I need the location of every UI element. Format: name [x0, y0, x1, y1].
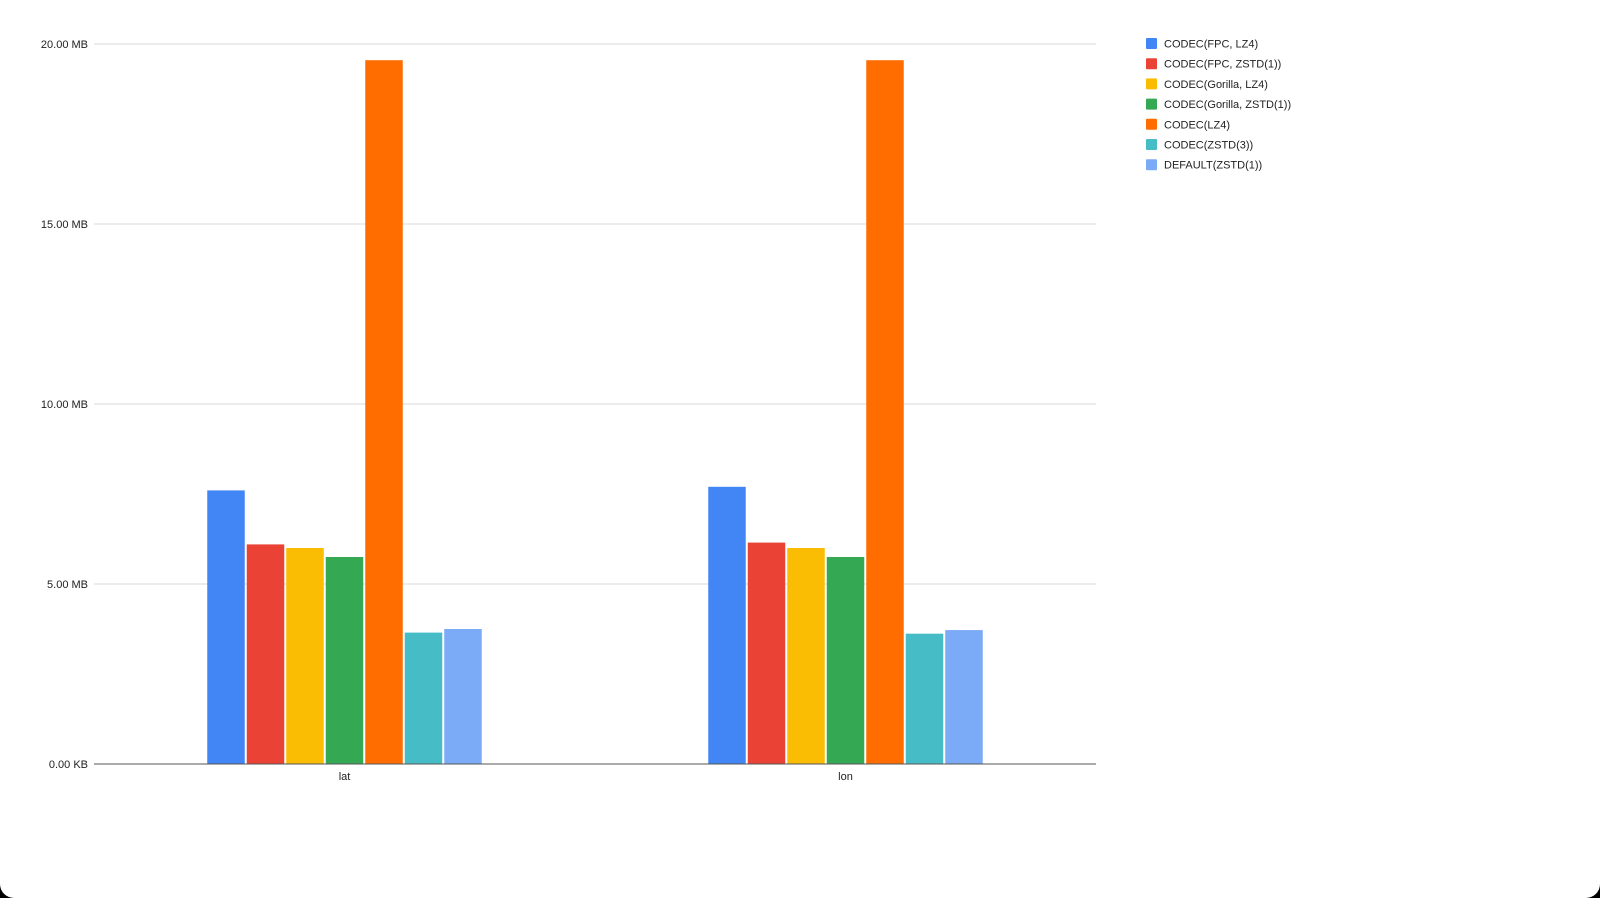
- legend-label: CODEC(FPC, ZSTD(1)): [1164, 59, 1281, 71]
- bar-lat-series-6: [444, 629, 482, 764]
- y-tick-label: 5.00 MB: [47, 579, 88, 591]
- bar-lon-series-5: [905, 633, 944, 764]
- bar-lat-series-3: [325, 557, 364, 764]
- bar-lon-series-3: [826, 557, 865, 764]
- y-tick-label: 10.00 MB: [41, 399, 88, 411]
- bar-lon-series-4: [866, 60, 904, 764]
- y-tick-label: 0.00 KB: [49, 759, 88, 771]
- gridlines: [94, 43, 1096, 585]
- x-tick-label: lat: [339, 771, 351, 783]
- bar-lon-series-2: [787, 548, 825, 764]
- bar-lat-series-0: [207, 490, 245, 764]
- legend-swatch: [1146, 139, 1157, 150]
- legend-swatch: [1146, 38, 1157, 49]
- bar-lat-series-2: [286, 548, 324, 764]
- axes: 0.00 KB 5.00 MB 10.00 MB 15.00 MB 20.00 MB la…: [41, 39, 1096, 783]
- legend-label: CODEC(LZ4): [1164, 119, 1230, 131]
- legend-swatch: [1146, 118, 1157, 130]
- bars: [207, 60, 983, 764]
- legend-swatch: [1146, 98, 1157, 110]
- bar-lon-series-1: [747, 542, 786, 764]
- y-tick-label: 20.00 MB: [41, 39, 88, 51]
- legend: CODEC(FPC, LZ4) CODEC(FPC, ZSTD(1)) CODEC(…: [1146, 38, 1291, 172]
- legend-label: CODEC(Gorilla, ZSTD(1)): [1164, 99, 1291, 111]
- legend-swatch: [1146, 78, 1157, 90]
- x-tick-label: lon: [838, 771, 853, 783]
- legend-label: DEFAULT(ZSTD(1)): [1164, 160, 1262, 172]
- legend-label: CODEC(ZSTD(3)): [1164, 140, 1253, 152]
- legend-swatch: [1146, 159, 1157, 171]
- bar-lat-series-5: [404, 632, 443, 764]
- legend-swatch: [1146, 58, 1157, 70]
- bar-lon-series-6: [945, 630, 983, 764]
- bar-lat-series-4: [365, 60, 403, 764]
- y-tick-label: 15.00 MB: [41, 219, 88, 231]
- legend-label: CODEC(Gorilla, LZ4): [1164, 79, 1268, 91]
- legend-label: CODEC(FPC, LZ4): [1164, 39, 1258, 51]
- bar-lon-series-0: [708, 486, 746, 764]
- bar-lat-series-1: [246, 544, 285, 764]
